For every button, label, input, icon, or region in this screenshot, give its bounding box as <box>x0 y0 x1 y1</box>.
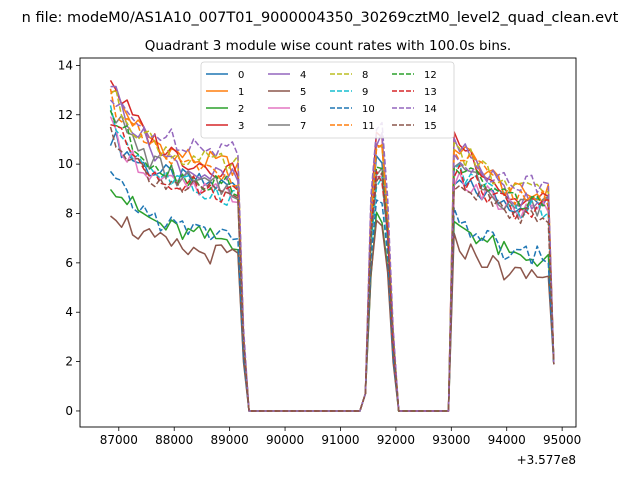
axes-title: Quadrant 3 module wise count rates with … <box>145 38 511 54</box>
legend-label-13: 13 <box>424 87 437 98</box>
legend-label-15: 15 <box>424 121 437 132</box>
legend-label-4: 4 <box>300 70 306 81</box>
legend-label-7: 7 <box>300 121 306 132</box>
legend-label-11: 11 <box>362 121 375 132</box>
legend-label-14: 14 <box>424 104 437 115</box>
x-tick-label: 92000 <box>377 433 415 447</box>
y-tick-label: 10 <box>58 157 73 171</box>
series-5-line <box>110 215 555 412</box>
legend-label-5: 5 <box>300 87 306 98</box>
legend-label-0: 0 <box>238 70 244 81</box>
x-tick-label: 87000 <box>100 433 138 447</box>
legend-label-2: 2 <box>238 104 244 115</box>
legend-box <box>200 61 455 139</box>
series-0-line <box>109 131 555 412</box>
legend-label-12: 12 <box>424 70 437 81</box>
axes-frame <box>79 57 577 428</box>
series-1-line <box>110 89 555 412</box>
legend-label-3: 3 <box>238 121 244 132</box>
y-tick-label: 12 <box>58 108 73 122</box>
x-tick-label: 91000 <box>321 433 359 447</box>
y-tick-label: 14 <box>58 58 73 72</box>
y-tick-label: 0 <box>65 404 73 418</box>
legend-label-1: 1 <box>238 87 244 98</box>
series-15-line <box>109 126 555 412</box>
x-tick-label: 89000 <box>211 433 249 447</box>
figure-suptitle: n file: modeM0/AS1A10_007T01_9000004350_… <box>22 10 619 26</box>
y-tick-label: 6 <box>65 256 73 270</box>
legend-label-8: 8 <box>362 70 368 81</box>
plot-lines <box>109 80 555 412</box>
y-axis-ticks: 0 2 4 6 8 10 12 14 <box>58 58 80 418</box>
y-tick-label: 8 <box>65 206 73 220</box>
x-tick-label: 94000 <box>488 433 526 447</box>
legend-label-10: 10 <box>362 104 375 115</box>
series-10-line <box>109 170 555 412</box>
x-tick-label: 93000 <box>432 433 470 447</box>
x-tick-label: 90000 <box>266 433 304 447</box>
y-tick-label: 2 <box>65 355 73 369</box>
x-tick-label: 95000 <box>543 433 581 447</box>
series-14-line <box>109 99 555 412</box>
y-tick-label: 4 <box>65 305 73 319</box>
legend-label-6: 6 <box>300 104 306 115</box>
x-axis-ticks: 87000 88000 89000 90000 91000 92000 93000 94000… <box>100 427 581 447</box>
x-axis-offset-label: +3.577e8 <box>517 453 576 467</box>
legend-label-9: 9 <box>362 87 368 98</box>
x-tick-label: 88000 <box>155 433 193 447</box>
